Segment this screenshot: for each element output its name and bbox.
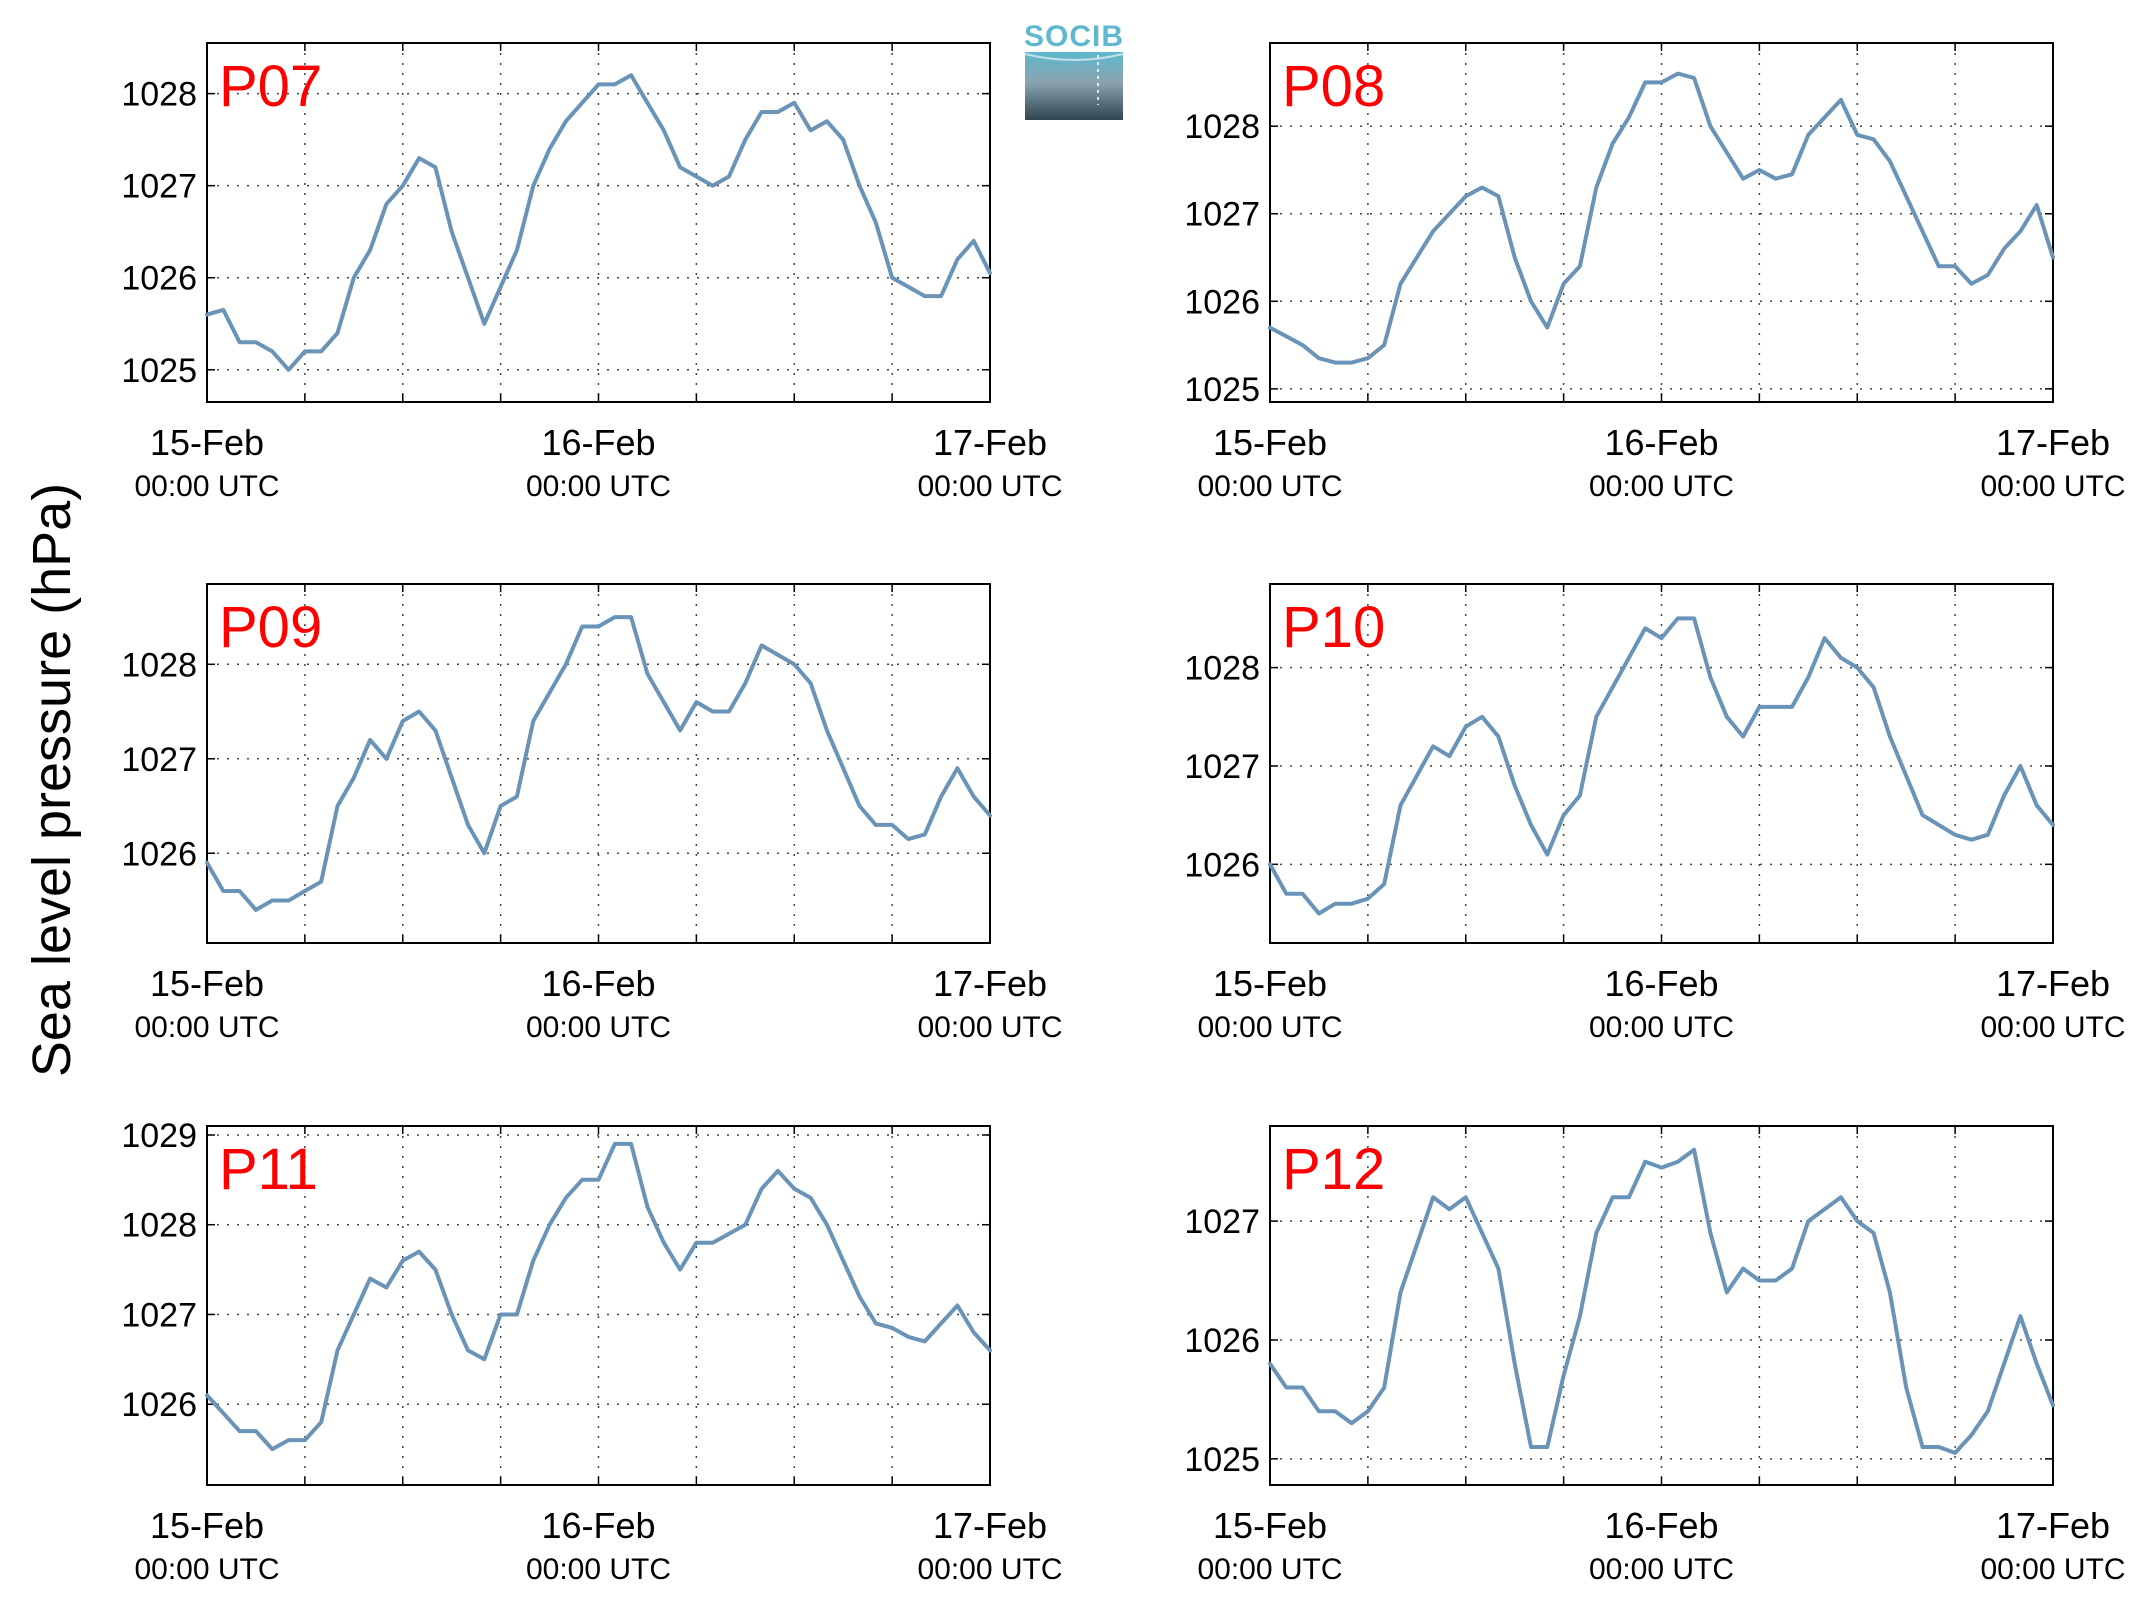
y-tick-label: 1027: [121, 1296, 197, 1334]
panel-p08: 1025 1026 1027 1028 15-Feb 00:00 UTC 16-Feb 00:…: [1184, 42, 2126, 503]
x-tick-time: 00:00 UTC: [917, 1553, 1062, 1586]
series-line: [205, 615, 992, 912]
x-tick-date: 17-Feb: [933, 1505, 1047, 1546]
x-tick-time: 00:00 UTC: [917, 470, 1062, 503]
panel-p11: 1026 1027 1028 1029 15-Feb 00:00 UTC 16-Feb 00:…: [121, 1117, 1062, 1586]
station-label: P07: [219, 54, 322, 119]
x-tick-time: 00:00 UTC: [526, 1553, 671, 1586]
logo-text: SOCIB: [1024, 20, 1124, 53]
y-tick-label: 1026: [121, 835, 197, 873]
x-tick-time: 00:00 UTC: [134, 1011, 279, 1044]
y-tick-label: 1029: [121, 1117, 197, 1155]
x-tick-date: 17-Feb: [1996, 422, 2110, 463]
station-label: P11: [219, 1137, 318, 1202]
x-tick-time: 00:00 UTC: [1197, 1011, 1342, 1044]
y-tick-label: 1027: [1184, 196, 1260, 234]
logo-block: [1025, 52, 1123, 120]
x-tick-date: 16-Feb: [1604, 963, 1718, 1004]
x-tick-date: 15-Feb: [1213, 422, 1327, 463]
y-tick-label: 1026: [121, 1386, 197, 1424]
x-tick-time: 00:00 UTC: [1197, 470, 1342, 503]
x-tick-time: 00:00 UTC: [1589, 470, 1734, 503]
x-tick-time: 00:00 UTC: [134, 470, 279, 503]
panel-p07: 1025 1026 1027 1028 15-Feb 00:00 UTC 16-Feb 00:…: [121, 42, 1063, 503]
x-tick-time: 00:00 UTC: [134, 1553, 279, 1586]
y-tick-label: 1027: [1184, 748, 1260, 786]
x-tick-time: 00:00 UTC: [1197, 1553, 1342, 1586]
x-tick-date: 15-Feb: [1213, 1505, 1327, 1546]
y-tick-label: 1026: [1184, 846, 1260, 884]
y-tick-label: 1025: [121, 352, 197, 390]
x-tick-time: 00:00 UTC: [526, 1011, 671, 1044]
x-tick-date: 15-Feb: [150, 963, 264, 1004]
station-label: P08: [1282, 54, 1385, 119]
y-tick-label: 1027: [121, 741, 197, 779]
y-tick-label: 1025: [1184, 1441, 1260, 1479]
y-tick-label: 1028: [121, 646, 197, 684]
y-tick-label: 1027: [121, 168, 197, 206]
y-tick-label: 1025: [1184, 371, 1260, 409]
station-label: P12: [1282, 1137, 1385, 1202]
y-tick-label: 1028: [1184, 108, 1260, 146]
x-tick-time: 00:00 UTC: [917, 1011, 1062, 1044]
socib-logo: SOCIB: [1024, 20, 1124, 120]
panel-p10: 1026 1027 1028 15-Feb 00:00 UTC 16-Feb 00:00 U…: [1184, 583, 2126, 1044]
axes-frame: [206, 1125, 991, 1486]
y-tick-label: 1026: [121, 260, 197, 298]
x-tick-date: 17-Feb: [933, 422, 1047, 463]
axes-frame: [1269, 42, 2054, 403]
x-tick-date: 16-Feb: [541, 422, 655, 463]
axes-frame: [1269, 1125, 2054, 1486]
x-tick-time: 00:00 UTC: [526, 470, 671, 503]
axes-frame: [206, 42, 991, 403]
x-tick-date: 15-Feb: [150, 422, 264, 463]
x-tick-time: 00:00 UTC: [1589, 1011, 1734, 1044]
y-tick-label: 1027: [1184, 1203, 1260, 1241]
x-tick-date: 15-Feb: [1213, 963, 1327, 1004]
y-tick-label: 1028: [1184, 650, 1260, 688]
x-tick-date: 16-Feb: [541, 1505, 655, 1546]
station-label: P10: [1282, 595, 1385, 660]
x-tick-time: 00:00 UTC: [1980, 1553, 2125, 1586]
station-label: P09: [219, 595, 322, 660]
series-line: [205, 1141, 992, 1452]
y-tick-label: 1026: [1184, 1322, 1260, 1360]
panels: 1025 1026 1027 1028 15-Feb 00:00 UTC 16-Feb 00:…: [121, 42, 2126, 1586]
y-axis-label: Sea level pressure (hPa): [22, 483, 82, 1077]
x-tick-date: 16-Feb: [1604, 422, 1718, 463]
x-tick-date: 16-Feb: [541, 963, 655, 1004]
panel-p12: 1025 1026 1027 15-Feb 00:00 UTC 16-Feb 00:00 U…: [1184, 1125, 2126, 1586]
axes-frame: [1269, 583, 2054, 944]
x-tick-date: 15-Feb: [150, 1505, 264, 1546]
x-tick-date: 17-Feb: [1996, 1505, 2110, 1546]
series-line: [205, 73, 992, 372]
y-tick-label: 1026: [1184, 283, 1260, 321]
x-tick-time: 00:00 UTC: [1980, 1011, 2125, 1044]
axes-frame: [206, 583, 991, 944]
x-tick-time: 00:00 UTC: [1589, 1553, 1734, 1586]
y-tick-label: 1028: [121, 1207, 197, 1245]
x-tick-date: 17-Feb: [1996, 963, 2110, 1004]
x-tick-time: 00:00 UTC: [1980, 470, 2125, 503]
series-line: [1268, 71, 2055, 365]
x-tick-date: 17-Feb: [933, 963, 1047, 1004]
y-tick-label: 1028: [121, 76, 197, 114]
panel-p09: 1026 1027 1028 15-Feb 00:00 UTC 16-Feb 00:00 U…: [121, 583, 1063, 1044]
x-tick-date: 16-Feb: [1604, 1505, 1718, 1546]
series-line: [1268, 1147, 2055, 1455]
series-line: [1268, 616, 2055, 916]
